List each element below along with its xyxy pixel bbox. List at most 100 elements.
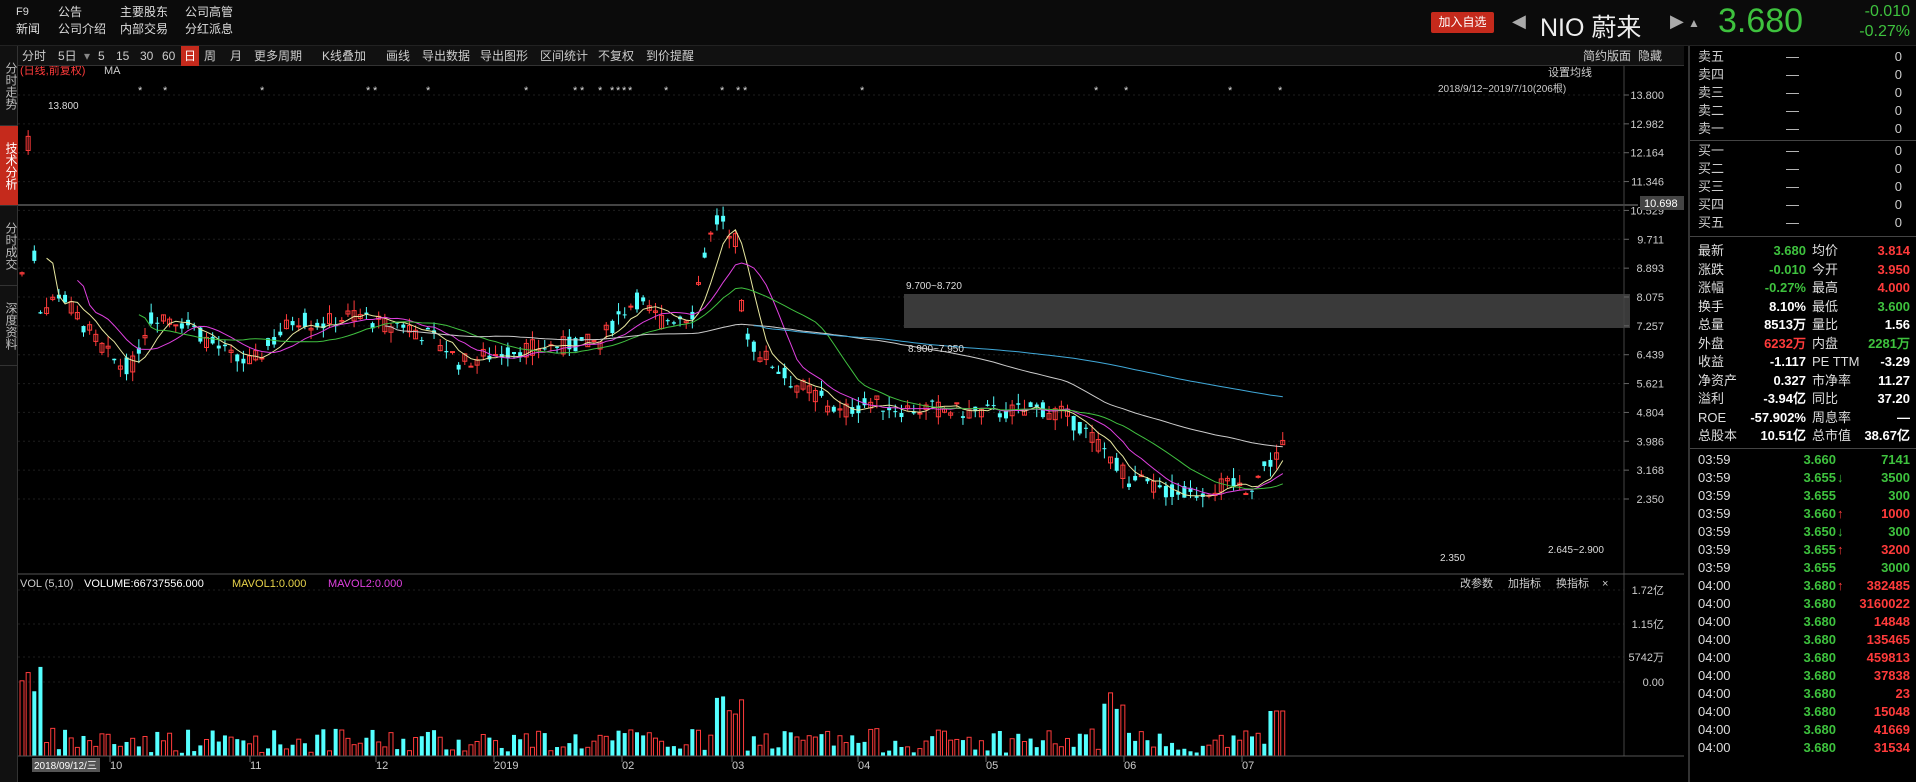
ask-row[interactable]: 卖二 — 0 <box>1690 102 1916 120</box>
trade-time: 04:00 <box>1698 721 1731 737</box>
event-marker[interactable]: * <box>598 85 603 97</box>
toolbar-item-60min[interactable]: 60 <box>162 49 176 63</box>
side-tab-technical[interactable]: 技术分析 <box>0 126 18 206</box>
candle-body-up <box>874 395 880 400</box>
f9-label: F9 <box>16 6 29 18</box>
event-marker[interactable]: * <box>720 85 725 97</box>
candle-body-up <box>308 327 314 331</box>
candle-body-up <box>966 409 972 419</box>
hide-button[interactable]: 隐藏 <box>1638 49 1663 63</box>
switch-indicator-button[interactable]: 换指标 <box>1556 576 1589 590</box>
event-marker[interactable]: * <box>616 85 621 97</box>
toolbar-item-kline-overlay[interactable]: K线叠加 <box>322 49 367 63</box>
event-marker[interactable]: * <box>743 85 748 97</box>
event-marker[interactable]: * <box>1228 85 1233 97</box>
ask-row[interactable]: 卖四 — 0 <box>1690 66 1916 84</box>
trade-row: 04:00 3.680 41669 <box>1690 721 1916 739</box>
event-marker[interactable]: * <box>426 85 431 97</box>
ask-row[interactable]: 卖三 — 0 <box>1690 84 1916 102</box>
quote-label: 同比 <box>1812 391 1839 406</box>
toolbar-item-5day[interactable]: 5日 <box>58 49 77 63</box>
event-marker[interactable]: * <box>373 85 378 97</box>
side-tab-trades[interactable]: 分时成交 <box>0 206 18 286</box>
event-marker[interactable]: * <box>664 85 669 97</box>
side-tab-deep-info[interactable]: 深度资料 <box>0 286 18 366</box>
executives-link[interactable]: 公司高管 <box>185 5 234 19</box>
bid-row[interactable]: 买四 — 0 <box>1690 196 1916 214</box>
candle-body-up <box>160 314 166 322</box>
volume-bar <box>186 729 191 756</box>
volume-bar <box>315 734 320 756</box>
toolbar-item-timeshare[interactable]: 分时 <box>22 49 47 63</box>
toolbar-dropdown-icon[interactable]: ▾ <box>84 49 91 63</box>
quote-label: 最高 <box>1812 280 1839 295</box>
toolbar-item-week[interactable]: 周 <box>204 49 217 63</box>
volume-bar <box>800 739 806 757</box>
toolbar-item-5min[interactable]: 5 <box>98 49 105 63</box>
ask-row[interactable]: 卖五 — 0 <box>1690 48 1916 66</box>
event-marker[interactable]: * <box>1124 85 1129 97</box>
close-indicator-icon[interactable]: × <box>1602 578 1608 590</box>
event-marker[interactable]: * <box>163 85 168 97</box>
candle-body-down <box>1262 461 1267 467</box>
event-marker[interactable]: * <box>736 85 741 97</box>
event-marker[interactable]: * <box>573 85 578 97</box>
company-intro-link[interactable]: 公司介绍 <box>58 22 107 36</box>
ma-label[interactable]: MA <box>104 65 121 77</box>
event-marker[interactable]: * <box>860 85 865 97</box>
kline-chart-svg[interactable]: 13.80012.98212.16411.34610.5299.7118.893… <box>18 63 1684 782</box>
toolbar-item-day[interactable]: 日 <box>181 46 200 66</box>
add-indicator-button[interactable]: 加指标 <box>1508 576 1541 590</box>
event-marker[interactable]: * <box>580 85 585 97</box>
candle-body-up <box>794 385 800 393</box>
set-ma-button[interactable]: 设置均线 <box>1548 65 1592 79</box>
change-params-button[interactable]: 改参数 <box>1460 576 1493 590</box>
bid-row[interactable]: 买二 — 0 <box>1690 160 1916 178</box>
event-marker[interactable]: * <box>260 85 265 97</box>
event-marker[interactable]: * <box>138 85 143 97</box>
collapse-icon[interactable]: ▲ <box>1688 16 1700 30</box>
toolbar-item-range-stats[interactable]: 区间统计 <box>540 49 589 63</box>
candle-body-up <box>296 325 302 328</box>
quote-label: 最低 <box>1812 298 1839 314</box>
toolbar-item-more-periods[interactable]: 更多周期 <box>254 49 303 63</box>
simple-layout-button[interactable]: 简约版面 <box>1583 49 1632 63</box>
event-marker[interactable]: * <box>610 85 615 97</box>
event-marker[interactable]: * <box>1094 85 1099 97</box>
add-watchlist-button[interactable]: 加入自选 <box>1431 12 1494 33</box>
toolbar-item-price-alert[interactable]: 到价提醒 <box>646 49 695 63</box>
insider-trade-link[interactable]: 内部交易 <box>120 22 169 36</box>
ob-label: 买四 <box>1698 197 1725 212</box>
shareholders-link[interactable]: 主要股东 <box>120 5 169 19</box>
next-stock-icon[interactable]: ▶ <box>1670 11 1684 31</box>
side-tab-timeshare[interactable]: 分时走势 <box>0 46 18 126</box>
prev-stock-icon[interactable]: ◀ <box>1512 11 1526 31</box>
candle-body-up <box>19 272 25 275</box>
candle-body-down <box>290 321 295 326</box>
toolbar-item-draw-line[interactable]: 画线 <box>386 49 411 63</box>
toolbar-item-no-adjust[interactable]: 不复权 <box>598 49 635 63</box>
toolbar-item-30min[interactable]: 30 <box>140 49 154 63</box>
event-marker[interactable]: * <box>622 85 627 97</box>
toolbar-item-15min[interactable]: 15 <box>116 49 130 63</box>
event-marker[interactable]: * <box>366 85 371 97</box>
volume-bar <box>1034 747 1039 756</box>
event-marker[interactable]: * <box>1278 85 1283 97</box>
event-marker[interactable]: * <box>628 85 633 97</box>
announce-link[interactable]: 公告 <box>58 5 83 19</box>
volume-bar <box>124 741 129 756</box>
ask-row[interactable]: 卖一 — 0 <box>1690 120 1916 138</box>
bid-row[interactable]: 买三 — 0 <box>1690 178 1916 196</box>
candle-body-up <box>50 296 56 300</box>
kline-chart-area[interactable]: 13.800 12.982 12.164 11.346 10.529 9.711 8.893… <box>18 63 1684 782</box>
news-link[interactable]: 新闻 <box>16 22 41 36</box>
toolbar-item-month[interactable]: 月 <box>230 49 243 63</box>
dividends-link[interactable]: 分红派息 <box>185 22 234 36</box>
toolbar-item-export-graph[interactable]: 导出图形 <box>480 49 529 63</box>
toolbar-item-export-data[interactable]: 导出数据 <box>422 49 471 63</box>
bid-row[interactable]: 买一 — 0 <box>1690 142 1916 160</box>
event-marker[interactable]: * <box>524 85 529 97</box>
ob-price: — <box>1786 215 1799 230</box>
volume-bar <box>1237 739 1243 757</box>
bid-row[interactable]: 买五 — 0 <box>1690 214 1916 232</box>
